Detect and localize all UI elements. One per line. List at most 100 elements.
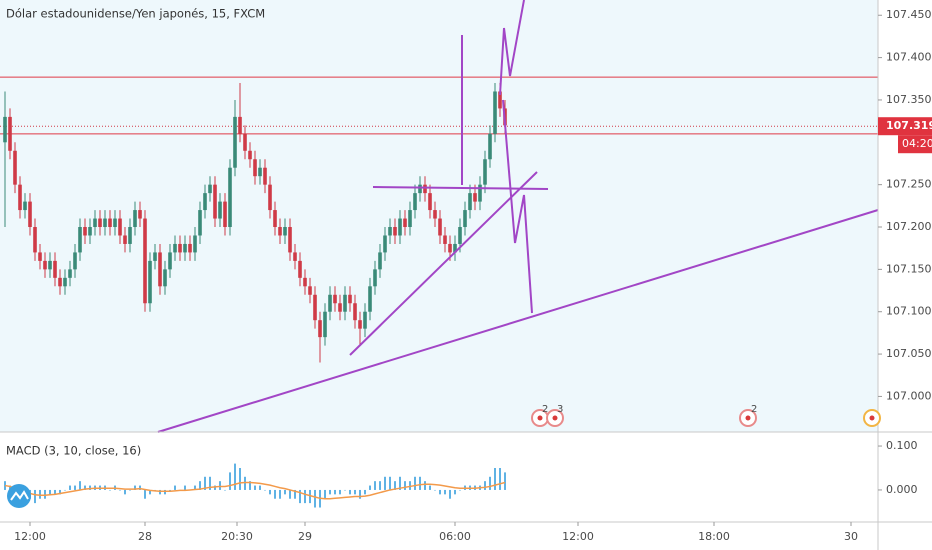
histogram-bar <box>79 481 81 490</box>
candle-body <box>468 193 472 211</box>
candle-body <box>173 243 177 253</box>
candle-body <box>498 91 502 109</box>
histogram-bar <box>394 481 396 490</box>
histogram-bar <box>74 485 76 490</box>
histogram-bar <box>109 489 111 491</box>
y-tick-label: 107.450 <box>886 8 932 21</box>
candle-body <box>453 243 457 253</box>
candle-body <box>423 184 427 194</box>
candle-body <box>408 210 412 228</box>
candle-body <box>473 193 477 202</box>
candle-body <box>83 227 87 236</box>
candle-body <box>403 218 407 228</box>
candle-body <box>198 210 202 236</box>
histogram-bar <box>49 489 51 495</box>
histogram-bar <box>329 489 331 495</box>
candle-body <box>8 116 12 151</box>
event-label: 3 <box>557 404 563 415</box>
countdown-box <box>898 135 932 154</box>
histogram-bar <box>224 489 226 491</box>
y-tick-label: 107.100 <box>886 305 932 318</box>
x-tick-label: 12:00 <box>14 530 46 543</box>
logo <box>7 484 31 508</box>
candle-body <box>298 260 302 278</box>
candle-body <box>303 277 307 287</box>
candle-body <box>203 193 207 211</box>
candle-body <box>13 150 17 185</box>
candle-body <box>418 184 422 194</box>
histogram-bar <box>39 489 41 499</box>
candle-body <box>38 252 42 261</box>
histogram-bar <box>384 476 386 490</box>
histogram-bar <box>194 485 196 490</box>
candle-body <box>253 159 257 177</box>
histogram-bar <box>9 485 11 490</box>
candle-body <box>143 218 147 304</box>
candle-body <box>283 227 287 236</box>
candle-body <box>238 116 242 134</box>
histogram-bar <box>254 485 256 490</box>
candle-body <box>188 243 192 253</box>
histogram-bar <box>344 489 346 491</box>
histogram-bar <box>364 489 366 495</box>
zigzag <box>499 0 525 96</box>
histogram-bar <box>44 489 46 499</box>
histogram-bar <box>499 468 501 490</box>
candle-body <box>288 227 292 253</box>
candle-body <box>163 269 167 287</box>
candle-body <box>368 286 372 312</box>
candle-body <box>268 184 272 211</box>
histogram-bar <box>69 485 71 490</box>
histogram-bar <box>424 481 426 490</box>
marks <box>0 76 878 508</box>
candle-body <box>488 133 492 160</box>
candle-body <box>323 311 327 338</box>
candle-body <box>208 184 212 194</box>
histogram-bar <box>119 489 121 491</box>
candle-body <box>293 252 297 261</box>
candle-body <box>338 303 342 312</box>
histogram-bar <box>354 489 356 495</box>
candle-body <box>108 218 112 228</box>
histogram-bar <box>414 476 416 490</box>
candle-body <box>63 277 67 287</box>
candle-body <box>178 243 182 253</box>
event-dot <box>745 415 751 421</box>
candle-body <box>53 260 57 278</box>
histogram-bar <box>234 463 236 490</box>
histogram-bar <box>279 489 281 499</box>
histogram-bar <box>84 485 86 490</box>
histogram-bar <box>129 489 131 491</box>
histogram-bar <box>379 481 381 490</box>
y-tick-label: 0.100 <box>886 439 918 452</box>
histogram-bar <box>239 468 241 490</box>
indicator-title: MACD (3, 10, close, 16) <box>6 444 141 458</box>
y-tick-label: 107.250 <box>886 178 932 191</box>
y-tick-label: 0.000 <box>886 483 918 496</box>
histogram-bar <box>409 481 411 490</box>
histogram-bar <box>459 489 461 491</box>
candle-body <box>273 210 277 228</box>
histogram-bar <box>304 489 306 504</box>
candle-body <box>358 320 362 329</box>
event-dot <box>537 415 543 421</box>
zigzag <box>502 99 533 314</box>
candle-body <box>348 294 352 304</box>
candle-body <box>223 201 227 228</box>
candle-body <box>118 218 122 236</box>
histogram-bar <box>204 476 206 490</box>
candle-body <box>3 116 7 143</box>
candle-body <box>93 218 97 228</box>
candle-body <box>263 167 267 185</box>
last-price-box <box>878 117 932 136</box>
histogram-bar <box>294 489 296 499</box>
histogram-bar <box>59 489 61 495</box>
candle-body <box>318 320 322 338</box>
candle-body <box>398 218 402 236</box>
candle-body <box>388 227 392 236</box>
candle-body <box>18 184 22 211</box>
histogram-bar <box>164 489 166 495</box>
candle-body <box>278 227 282 236</box>
